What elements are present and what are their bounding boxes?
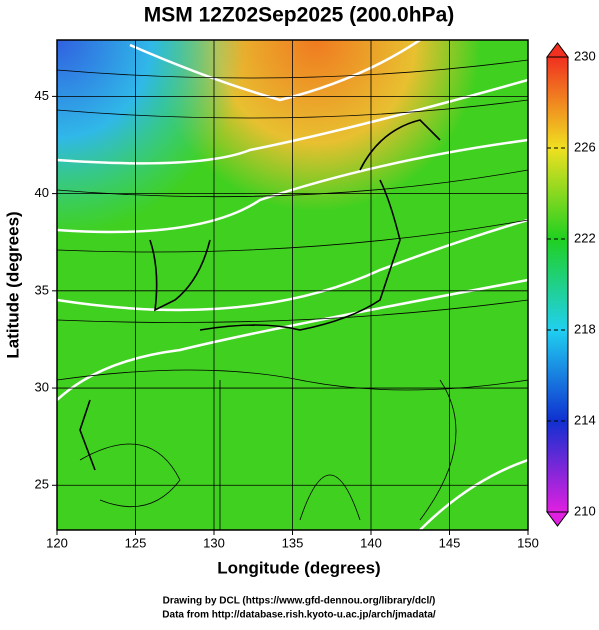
x-tick-label: 145 [439,535,461,550]
colorbar-label: 214 [574,412,596,427]
x-tick-label: 130 [203,535,225,550]
colorbar-cap [546,511,569,527]
colorbar-label: 210 [574,503,596,518]
x-axis-label: Longitude (degrees) [217,558,380,577]
footer-line: Drawing by DCL (https://www.gfd-dennou.o… [163,596,436,607]
colorbar-label: 230 [574,48,596,63]
colorbar-label: 226 [574,139,596,154]
colorbar-cap [546,42,569,58]
title: MSM 12Z02Sep2025 (200.0hPa) [144,4,455,27]
y-tick-label: 30 [35,379,49,394]
x-tick-label: 140 [360,535,382,550]
colorbar [546,56,569,513]
colorbar-label: 218 [574,321,596,336]
y-tick-label: 25 [35,477,49,492]
x-tick-label: 135 [282,535,304,550]
x-tick-label: 120 [46,535,68,550]
y-tick-label: 40 [35,185,49,200]
colorbar-label: 222 [574,230,596,245]
y-axis-label: Latitude (degrees) [3,211,22,358]
y-tick-label: 45 [35,88,49,103]
x-tick-label: 150 [517,535,539,550]
x-tick-label: 125 [125,535,147,550]
y-tick-label: 35 [35,282,49,297]
footer-line: Data from http://database.rish.kyoto-u.a… [162,610,436,621]
